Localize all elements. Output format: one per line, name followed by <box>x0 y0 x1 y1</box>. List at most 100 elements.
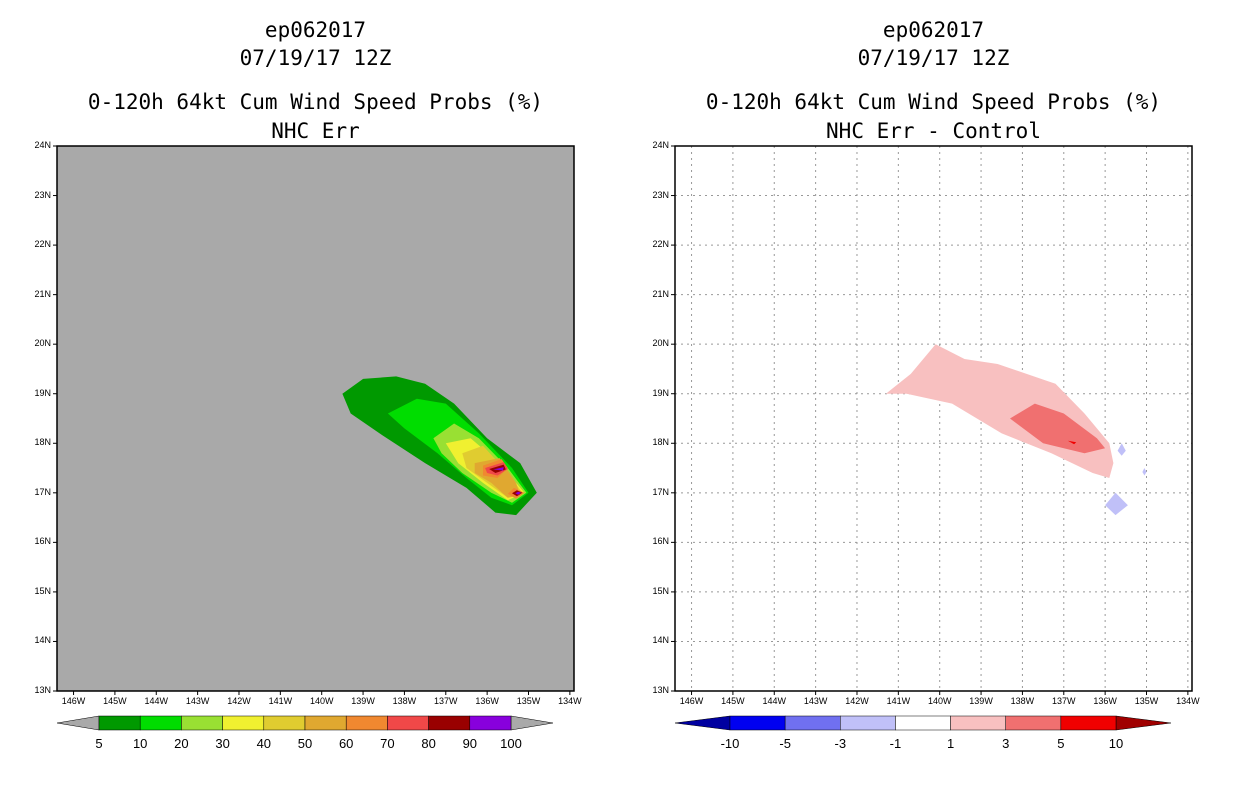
left-colorbar-label: 30 <box>215 736 230 751</box>
left-lon-tick-label: 137W <box>434 696 458 706</box>
right-lon-tick-label: 135W <box>1134 696 1159 706</box>
right-colorbar-swatch <box>895 715 951 731</box>
right-colorbar-label: 10 <box>1108 736 1124 751</box>
left-plot-background <box>57 146 574 691</box>
left-plot-frame <box>56 145 575 692</box>
left-lon-tick-label: 141W <box>268 696 293 706</box>
right-lat-tick-label: 24N <box>652 140 669 150</box>
right-lat-tick-label: 14N <box>652 635 669 646</box>
left-lon-tick-label: 146W <box>61 696 86 706</box>
right-lon-tick-label: 141W <box>886 696 911 706</box>
right-lon-tick-label: 146W <box>679 696 704 706</box>
right-colorbar-label: 3 <box>1002 736 1010 751</box>
right-lat-tick-label: 23N <box>652 189 669 200</box>
right-lon-tick-label: 139W <box>969 696 993 706</box>
right-lat-tick-label: 19N <box>652 387 669 398</box>
left-lat-tick-label: 15N <box>34 585 51 596</box>
left-lon-tick-label: 135W <box>516 696 541 706</box>
left-colorbar-label: 40 <box>256 736 272 751</box>
right-lon-tick-label: 134W <box>1176 696 1200 706</box>
left-lat-tick-label: 18N <box>34 437 51 448</box>
right-lon-tick-label: 137W <box>1052 696 1076 706</box>
right-colorbar-label: 5 <box>1057 736 1065 751</box>
left-colorbar-label: 90 <box>462 736 478 751</box>
left-storm-id: ep062017 <box>264 18 367 42</box>
left-lon-tick-label: 145W <box>103 696 127 706</box>
right-lon-tick-label: 140W <box>927 696 952 706</box>
right-colorbar-label: -3 <box>834 736 847 751</box>
left-datetime: 07/19/17 12Z <box>239 46 392 70</box>
left-lat-tick-label: 20N <box>34 338 51 349</box>
left-colorbar-label: 50 <box>297 736 313 751</box>
left-colorbar-swatch <box>222 715 265 731</box>
right-lon-tick-label: 144W <box>762 696 786 706</box>
right-colorbar-swatch <box>1005 715 1062 731</box>
right-lon-tick-label: 145W <box>721 696 745 706</box>
left-colorbar-swatch <box>139 715 182 731</box>
left-lat-tick-label: 16N <box>34 536 51 547</box>
right-colorbar-swatch <box>840 715 896 731</box>
right-chart-subtitle: NHC Err - Control <box>826 119 1041 143</box>
left-lat-tick-label: 13N <box>34 685 51 695</box>
right-lat-tick-label: 15N <box>652 585 669 596</box>
left-colorbar-label: 10 <box>132 736 148 751</box>
right-plot-background <box>675 146 1192 691</box>
left-lon-tick-label: 139W <box>351 696 375 706</box>
right-contour-level-5 <box>1067 440 1077 445</box>
left-chart-subtitle: NHC Err <box>271 119 360 143</box>
left-lat-tick-label: 22N <box>34 239 51 250</box>
left-colorbar-swatch <box>98 715 141 731</box>
left-lon-tick-label: 136W <box>475 696 499 706</box>
right-chart-title: 0-120h 64kt Cum Wind Speed Probs (%) <box>705 90 1162 114</box>
left-chart-title: 0-120h 64kt Cum Wind Speed Probs (%) <box>87 90 544 114</box>
left-colorbar-under-triangle <box>56 715 100 731</box>
left-lon-tick-label: 142W <box>227 696 251 706</box>
left-colorbar-label: 80 <box>421 736 436 751</box>
right-colorbar-label: 1 <box>946 736 955 751</box>
right-contour-level-neg1 <box>1117 443 1126 456</box>
right-colorbar-under-triangle <box>674 715 731 731</box>
left-colorbar-swatch <box>428 715 471 731</box>
right-lat-tick-label: 22N <box>652 239 669 250</box>
left-contour-level-90 <box>515 491 522 495</box>
right-lat-tick-label: 20N <box>652 338 669 349</box>
left-colorbar-label: 20 <box>174 736 189 751</box>
right-lon-tick-label: 143W <box>803 696 828 706</box>
left-colorbar-label: 60 <box>338 736 354 751</box>
left-lon-tick-label: 144W <box>144 696 168 706</box>
left-lon-tick-label: 140W <box>309 696 334 706</box>
left-lon-tick-label: 143W <box>185 696 210 706</box>
left-colorbar-swatch <box>345 715 388 731</box>
left-colorbar-swatch <box>387 715 429 731</box>
right-lat-tick-label: 16N <box>652 536 669 547</box>
right-colorbar-label: -5 <box>779 736 791 751</box>
left-lon-tick-label: 134W <box>558 696 582 706</box>
left-colorbar-swatch <box>469 715 512 731</box>
left-colorbar-label: 100 <box>500 736 522 751</box>
left-lat-tick-label: 21N <box>34 288 51 299</box>
right-contour-level-3 <box>1010 403 1106 454</box>
right-colorbar-swatch <box>950 715 1006 731</box>
right-storm-id: ep062017 <box>882 18 985 42</box>
right-lon-tick-label: 138W <box>1010 696 1035 706</box>
left-colorbar-label: 5 <box>95 736 103 751</box>
right-colorbar-swatch <box>1060 715 1117 731</box>
right-colorbar-label: -1 <box>889 736 902 751</box>
right-colorbar-swatch <box>784 715 841 731</box>
left-colorbar-swatch <box>263 715 306 731</box>
right-colorbar-swatch <box>729 715 786 731</box>
right-colorbar-label: -10 <box>720 736 740 751</box>
right-lat-tick-label: 17N <box>652 486 669 497</box>
right-datetime: 07/19/17 12Z <box>857 46 1010 70</box>
left-lat-tick-label: 24N <box>34 140 51 150</box>
left-lat-tick-label: 23N <box>34 189 51 200</box>
right-colorbar-over-triangle <box>1115 715 1172 731</box>
right-lon-tick-label: 142W <box>845 696 869 706</box>
left-lat-tick-label: 17N <box>34 486 51 497</box>
right-contour-level-neg1 <box>1105 492 1128 516</box>
right-lon-tick-label: 136W <box>1093 696 1117 706</box>
left-contour-level-90 <box>493 467 504 471</box>
left-lon-tick-label: 138W <box>392 696 417 706</box>
right-plot-frame <box>674 145 1193 692</box>
